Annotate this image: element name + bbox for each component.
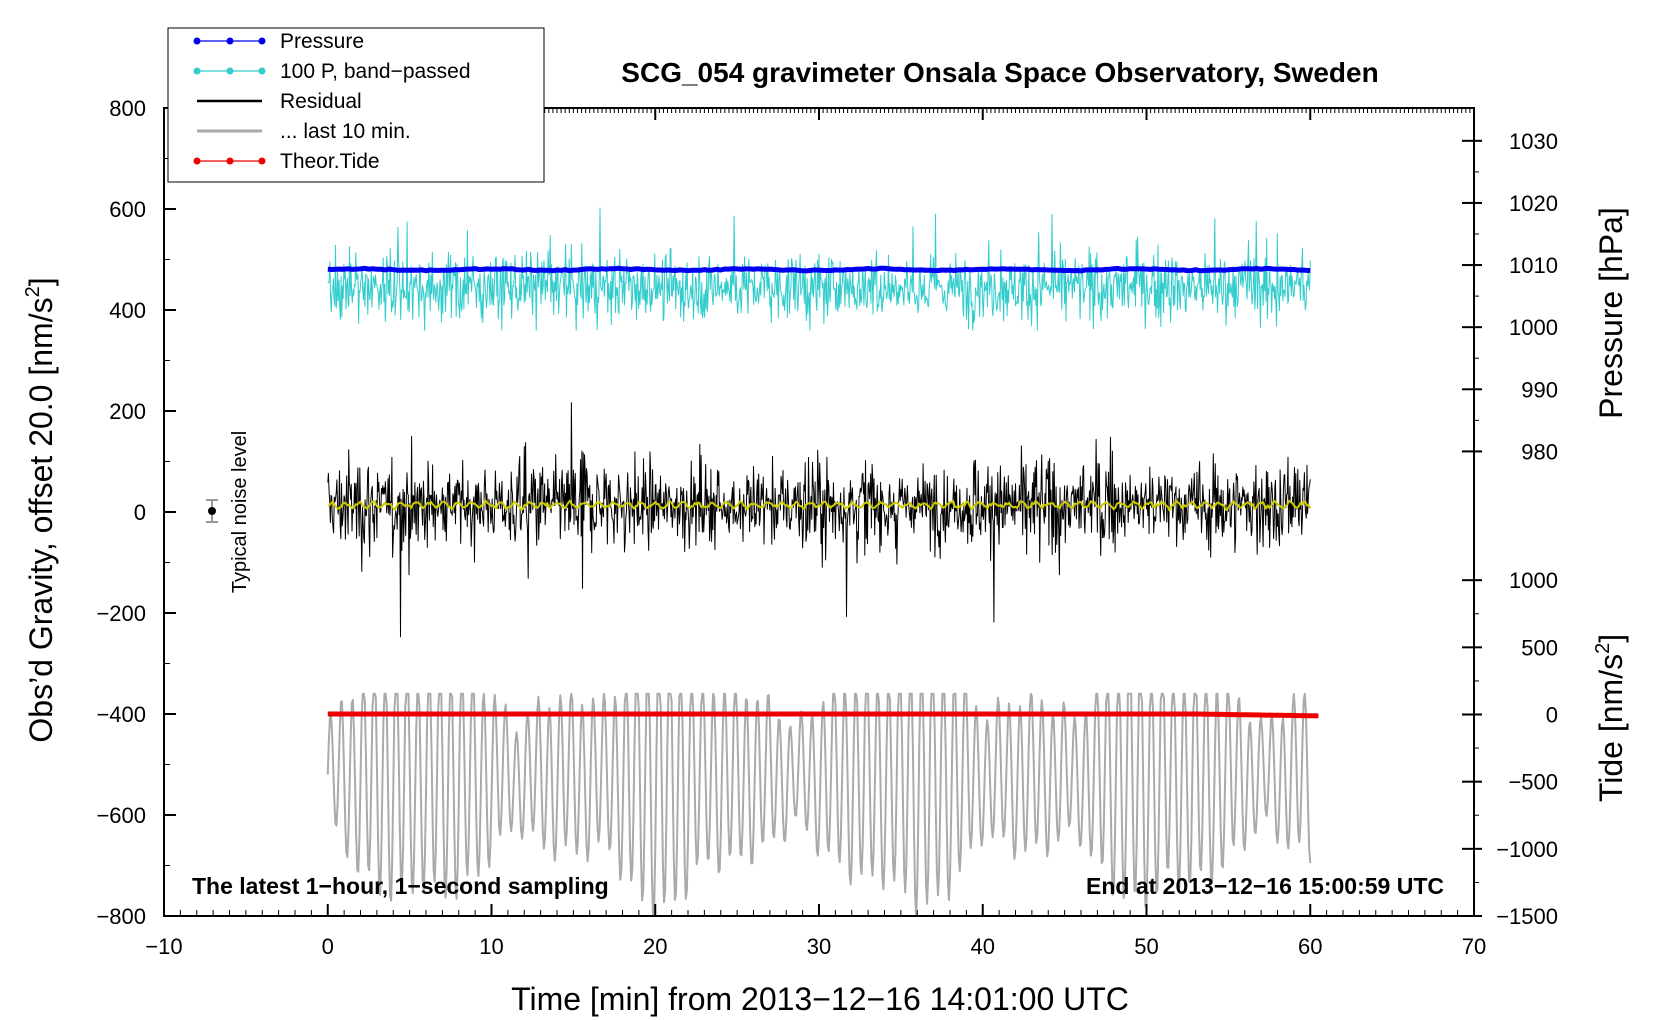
y-axis-title-close: ] [23, 277, 59, 286]
legend-marker [258, 157, 266, 165]
legend-label: Pressure [280, 30, 364, 53]
tide-axis-title-sup: 2 [1592, 643, 1614, 654]
y-tick-label: −400 [96, 702, 146, 727]
pressure-tick-label: 1030 [1509, 129, 1558, 154]
y-tick-label: 0 [134, 500, 146, 525]
legend-marker [226, 37, 234, 45]
x-axis-title: Time [min] from 2013−12−16 14:01:00 UTC [511, 981, 1129, 1017]
series-theor-tide [327, 711, 1319, 719]
tide-tick-label: −1500 [1496, 904, 1558, 929]
tide-axis-title: Tide [nm/s2] [1592, 634, 1629, 802]
y-tick-label: −200 [96, 601, 146, 626]
tide-axis-title-close: ] [1593, 634, 1629, 643]
x-tick-label: 70 [1462, 934, 1486, 959]
legend-box [167, 27, 545, 183]
pressure-tick-label: 990 [1521, 377, 1558, 402]
series-residual [327, 402, 1311, 638]
y-axis-title-main: Obs’d Gravity, offset 20.0 [nm/s [23, 297, 59, 742]
x-tick-label: 60 [1298, 934, 1322, 959]
legend-label: Theor.Tide [280, 150, 380, 173]
x-tick-label: 40 [971, 934, 995, 959]
legend-marker [193, 157, 201, 165]
legend-marker [258, 67, 266, 75]
series-pressure [327, 265, 1311, 274]
legend-marker [226, 67, 234, 75]
tide-tick-label: 500 [1521, 635, 1558, 660]
y-tick-label: 800 [109, 96, 146, 121]
y-tick-label: 200 [109, 399, 146, 424]
annotation-sampling: The latest 1−hour, 1−second sampling [192, 873, 609, 899]
x-tick-label: 10 [479, 934, 503, 959]
series-residual-smoothed [327, 499, 1312, 512]
pressure-tick-label: 1010 [1509, 253, 1558, 278]
tide-tick-label: 0 [1546, 703, 1558, 728]
tide-tick-label: −500 [1508, 770, 1558, 795]
noise-label: Typical noise level [229, 431, 251, 593]
tide-axis-title-main: Tide [nm/s [1593, 654, 1629, 802]
series-band-passed [327, 207, 1311, 331]
y-tick-label: 600 [109, 197, 146, 222]
x-tick-label: 30 [807, 934, 831, 959]
x-tick-label: 20 [643, 934, 667, 959]
x-tick-label: 0 [322, 934, 334, 959]
y-tick-label: −600 [96, 803, 146, 828]
pressure-tick-label: 980 [1521, 439, 1558, 464]
tide-tick-label: 1000 [1509, 568, 1558, 593]
y-tick-label: −800 [96, 904, 146, 929]
chart-title: SCG_054 gravimeter Onsala Space Observat… [621, 57, 1378, 88]
data-series-layer [326, 207, 1319, 917]
legend-marker [193, 67, 201, 75]
y-axis-title: Obs’d Gravity, offset 20.0 [nm/s2] [22, 277, 59, 742]
noise-marker [206, 499, 218, 523]
legend-marker [258, 37, 266, 45]
pressure-tick-label: 1020 [1509, 191, 1558, 216]
legend-marker [226, 157, 234, 165]
legend-label: ... last 10 min. [280, 120, 411, 143]
legend-marker [193, 37, 201, 45]
y-axis-title-sup: 2 [22, 286, 44, 297]
annotation-end-time: End at 2013−12−16 15:00:59 UTC [1086, 873, 1444, 899]
x-tick-label: 50 [1134, 934, 1158, 959]
legend: Pressure 100 P, band−passed Residual ... la… [167, 27, 545, 183]
legend-label: 100 P, band−passed [280, 60, 471, 83]
x-tick-label: −10 [145, 934, 182, 959]
pressure-tick-label: 1000 [1509, 315, 1558, 340]
tide-tick-label: −1000 [1496, 837, 1558, 862]
legend-label: Residual [280, 90, 362, 113]
noise-dot [208, 507, 216, 515]
pressure-axis-title: Pressure [hPa] [1593, 207, 1629, 419]
y-tick-label: 400 [109, 298, 146, 323]
